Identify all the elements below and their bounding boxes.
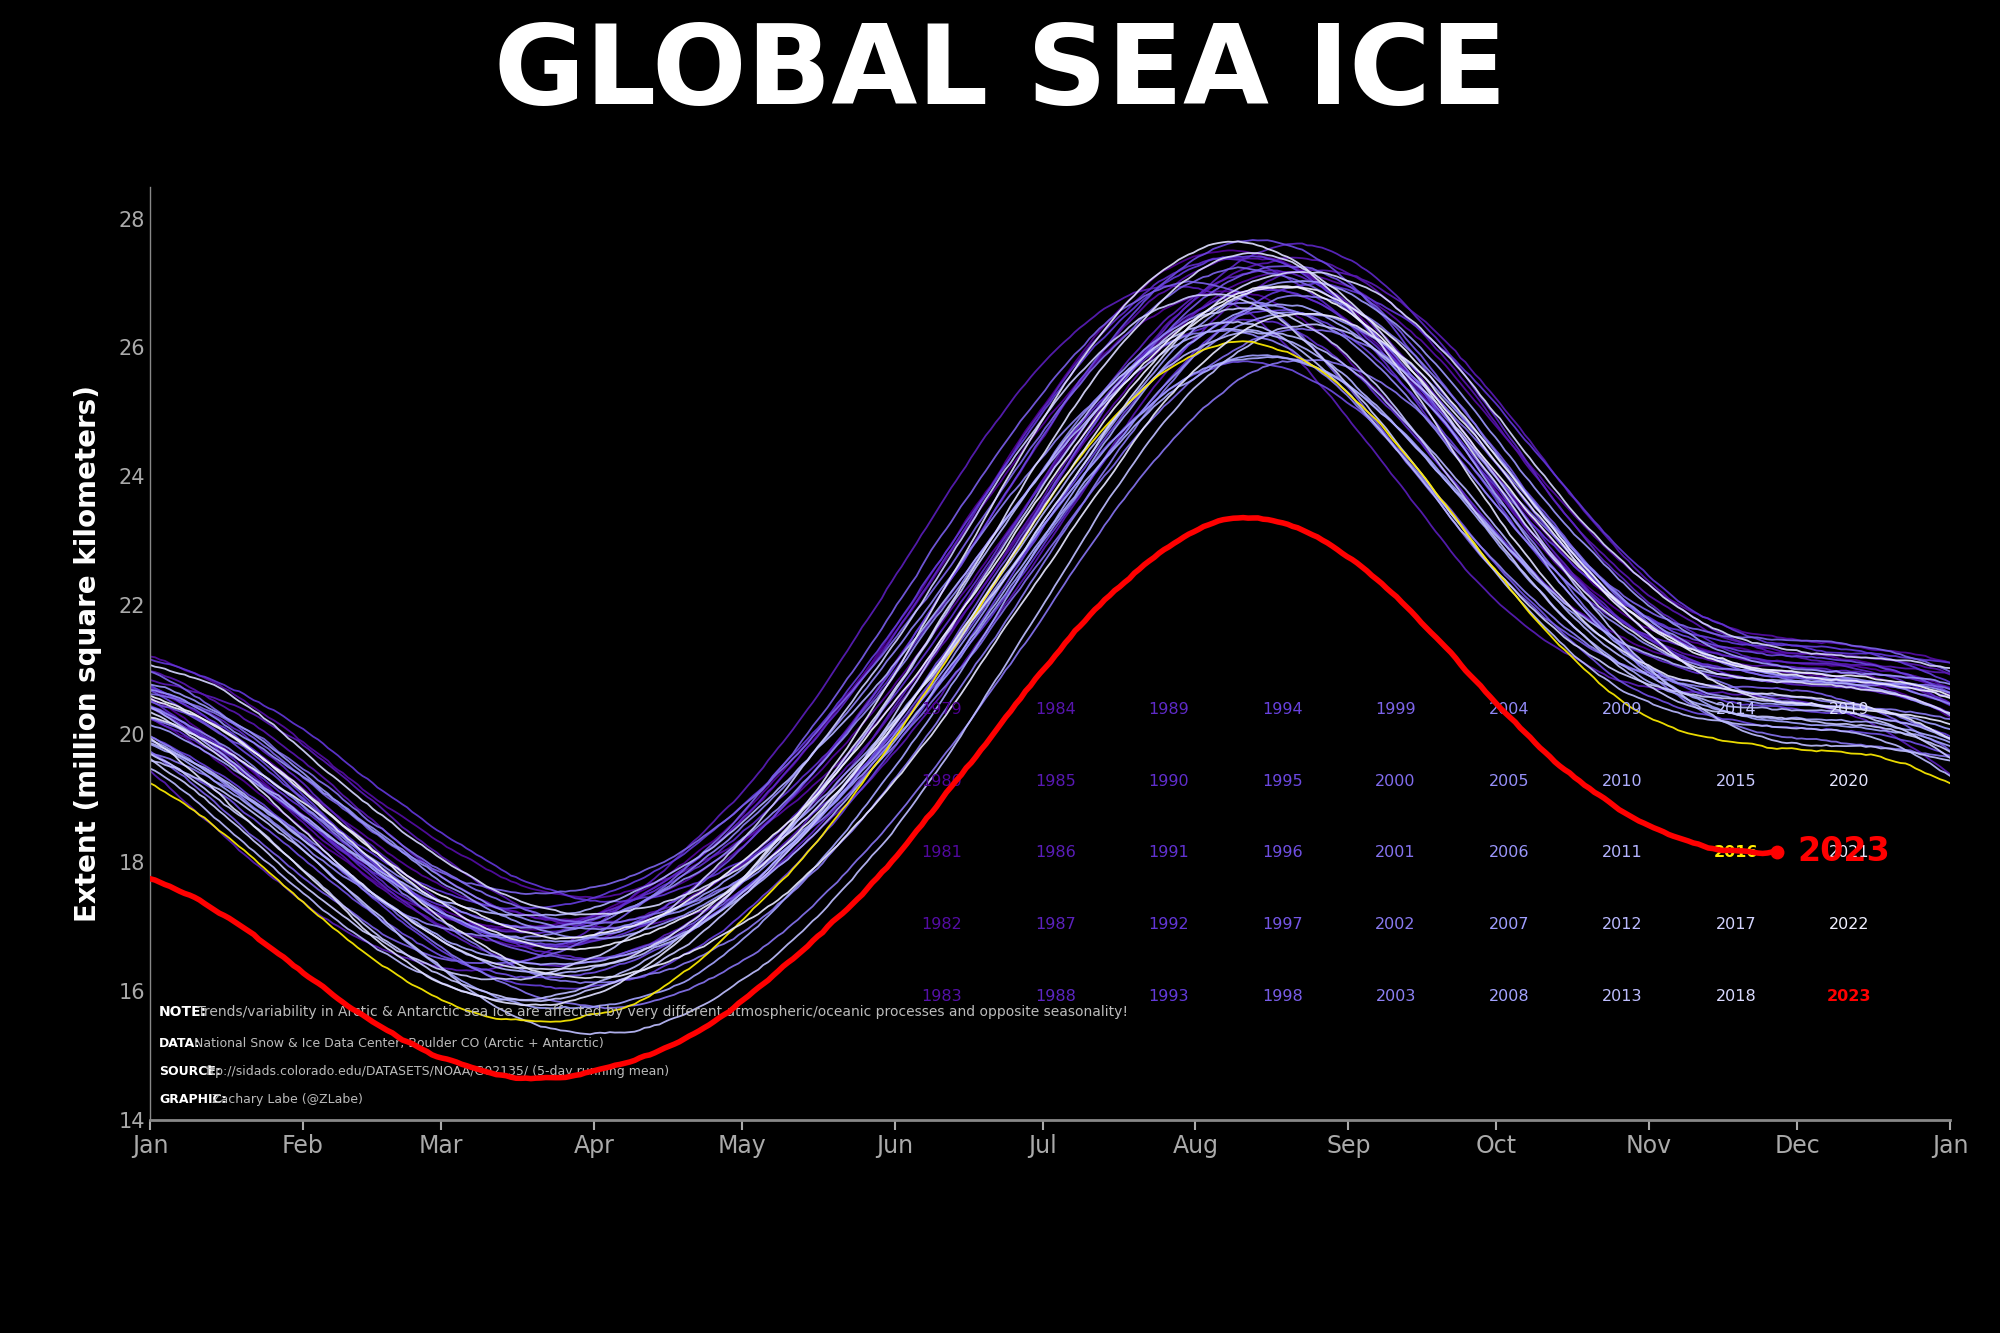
Text: 2006: 2006 [1488, 845, 1530, 860]
Text: 1998: 1998 [1262, 989, 1302, 1004]
Text: 1986: 1986 [1036, 845, 1076, 860]
Text: GRAPHIC:: GRAPHIC: [160, 1093, 226, 1105]
Text: 1999: 1999 [1376, 701, 1416, 717]
Text: 2018: 2018 [1716, 989, 1756, 1004]
Text: 1982: 1982 [922, 917, 962, 932]
Text: Zachary Labe (@ZLabe): Zachary Labe (@ZLabe) [208, 1093, 364, 1105]
Text: SOURCE:: SOURCE: [160, 1065, 220, 1077]
Text: 1995: 1995 [1262, 773, 1302, 789]
Text: 2019: 2019 [1828, 701, 1870, 717]
Text: 2009: 2009 [1602, 701, 1642, 717]
Text: 1990: 1990 [1148, 773, 1190, 789]
Text: 2011: 2011 [1602, 845, 1642, 860]
Text: 1983: 1983 [922, 989, 962, 1004]
Text: 2017: 2017 [1716, 917, 1756, 932]
Text: ftp://sidads.colorado.edu/DATASETS/NOAA/G02135/ (5-day running mean): ftp://sidads.colorado.edu/DATASETS/NOAA/… [202, 1065, 670, 1077]
Text: 1988: 1988 [1034, 989, 1076, 1004]
Text: 1994: 1994 [1262, 701, 1302, 717]
Text: 2016: 2016 [1714, 845, 1758, 860]
Text: 1991: 1991 [1148, 845, 1190, 860]
Text: 1987: 1987 [1036, 917, 1076, 932]
Text: 1984: 1984 [1036, 701, 1076, 717]
Text: GLOBAL SEA ICE: GLOBAL SEA ICE [494, 20, 1506, 127]
Text: 2002: 2002 [1376, 917, 1416, 932]
Text: Trends/variability in Arctic & Antarctic sea ice are affected by very different : Trends/variability in Arctic & Antarctic… [194, 1005, 1128, 1020]
Text: 1993: 1993 [1148, 989, 1190, 1004]
Text: 1992: 1992 [1148, 917, 1190, 932]
Text: 1985: 1985 [1036, 773, 1076, 789]
Text: 2005: 2005 [1488, 773, 1530, 789]
Text: 2014: 2014 [1716, 701, 1756, 717]
Text: 2007: 2007 [1488, 917, 1530, 932]
Text: 2012: 2012 [1602, 917, 1642, 932]
Text: 1980: 1980 [922, 773, 962, 789]
Text: 2023: 2023 [1826, 989, 1872, 1004]
Text: 2004: 2004 [1488, 701, 1530, 717]
Text: DATA:: DATA: [160, 1037, 200, 1049]
Y-axis label: Extent (million square kilometers): Extent (million square kilometers) [74, 385, 102, 921]
Text: 2021: 2021 [1828, 845, 1870, 860]
Text: National Snow & Ice Data Center, Boulder CO (Arctic + Antarctic): National Snow & Ice Data Center, Boulder… [190, 1037, 604, 1049]
Text: NOTE:: NOTE: [160, 1005, 208, 1020]
Text: 2001: 2001 [1376, 845, 1416, 860]
Text: 2010: 2010 [1602, 773, 1642, 789]
Text: 2000: 2000 [1376, 773, 1416, 789]
Text: 1989: 1989 [1148, 701, 1190, 717]
Text: 2020: 2020 [1828, 773, 1870, 789]
Text: 1996: 1996 [1262, 845, 1302, 860]
Text: 2008: 2008 [1488, 989, 1530, 1004]
Text: 2022: 2022 [1828, 917, 1870, 932]
Text: 2003: 2003 [1376, 989, 1416, 1004]
Text: 1981: 1981 [922, 845, 962, 860]
Text: 2013: 2013 [1602, 989, 1642, 1004]
Text: 2023: 2023 [1798, 836, 1890, 868]
Text: 1997: 1997 [1262, 917, 1302, 932]
Text: 1979: 1979 [922, 701, 962, 717]
Text: 2015: 2015 [1716, 773, 1756, 789]
